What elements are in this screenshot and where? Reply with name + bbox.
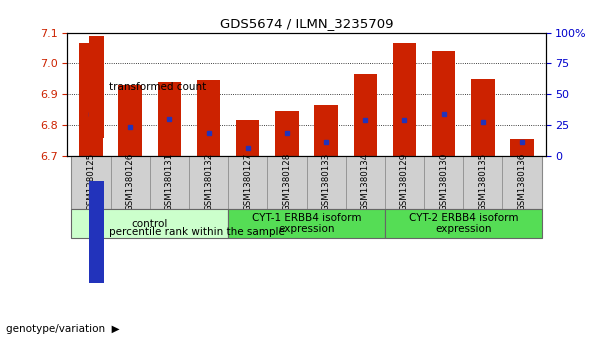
Bar	[150, 156, 189, 209]
Bar	[393, 44, 416, 156]
Text: GSM1380129: GSM1380129	[400, 153, 409, 211]
Text: GSM1380125: GSM1380125	[86, 153, 96, 211]
Bar	[267, 156, 306, 209]
Bar	[463, 156, 503, 209]
Bar	[228, 156, 267, 209]
Title: GDS5674 / ILMN_3235709: GDS5674 / ILMN_3235709	[219, 17, 394, 30]
Bar	[197, 80, 220, 156]
Bar	[275, 111, 299, 156]
Bar	[432, 51, 455, 156]
Text: control: control	[132, 219, 168, 229]
Bar	[110, 156, 150, 209]
Text: GSM1380126: GSM1380126	[126, 153, 135, 211]
Text: transformed count: transformed count	[109, 82, 207, 92]
Bar	[79, 44, 103, 156]
Text: GSM1380130: GSM1380130	[439, 153, 448, 211]
Text: GSM1380133: GSM1380133	[322, 153, 330, 211]
Text: GSM1380132: GSM1380132	[204, 153, 213, 211]
Text: CYT-1 ERBB4 isoform
expression: CYT-1 ERBB4 isoform expression	[252, 213, 361, 234]
Bar	[503, 156, 542, 209]
Text: percentile rank within the sample: percentile rank within the sample	[109, 227, 285, 237]
Bar	[236, 121, 259, 156]
Bar	[71, 156, 110, 209]
Bar	[118, 85, 142, 156]
Bar	[424, 156, 463, 209]
Bar	[228, 209, 385, 238]
Bar	[471, 79, 495, 156]
Bar	[385, 209, 542, 238]
Bar	[158, 82, 181, 156]
Text: genotype/variation  ▶: genotype/variation ▶	[6, 323, 120, 334]
Bar	[385, 156, 424, 209]
Bar	[189, 156, 228, 209]
Bar	[71, 209, 228, 238]
Text: CYT-2 ERBB4 isoform
expression: CYT-2 ERBB4 isoform expression	[408, 213, 518, 234]
Bar	[306, 156, 346, 209]
Text: GSM1380134: GSM1380134	[361, 153, 370, 211]
Text: GSM1380136: GSM1380136	[517, 153, 527, 211]
Bar	[354, 74, 377, 156]
Bar	[314, 105, 338, 156]
Text: GSM1380127: GSM1380127	[243, 153, 252, 211]
Text: GSM1380128: GSM1380128	[283, 153, 291, 211]
Text: GSM1380135: GSM1380135	[478, 153, 487, 211]
Bar	[346, 156, 385, 209]
Text: GSM1380131: GSM1380131	[165, 153, 174, 211]
Bar	[510, 139, 534, 156]
